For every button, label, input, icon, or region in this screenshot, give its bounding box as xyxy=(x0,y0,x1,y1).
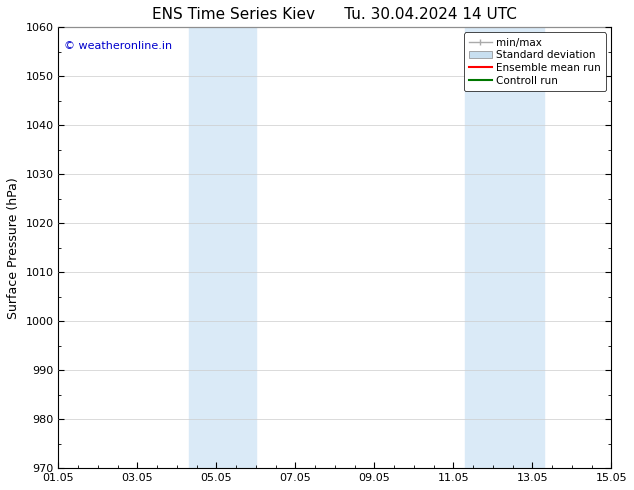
Title: ENS Time Series Kiev      Tu. 30.04.2024 14 UTC: ENS Time Series Kiev Tu. 30.04.2024 14 U… xyxy=(152,7,517,22)
Legend: min/max, Standard deviation, Ensemble mean run, Controll run: min/max, Standard deviation, Ensemble me… xyxy=(464,32,606,91)
Bar xyxy=(189,27,256,468)
Bar xyxy=(465,27,544,468)
Y-axis label: Surface Pressure (hPa): Surface Pressure (hPa) xyxy=(7,177,20,318)
Text: © weatheronline.in: © weatheronline.in xyxy=(64,41,172,50)
